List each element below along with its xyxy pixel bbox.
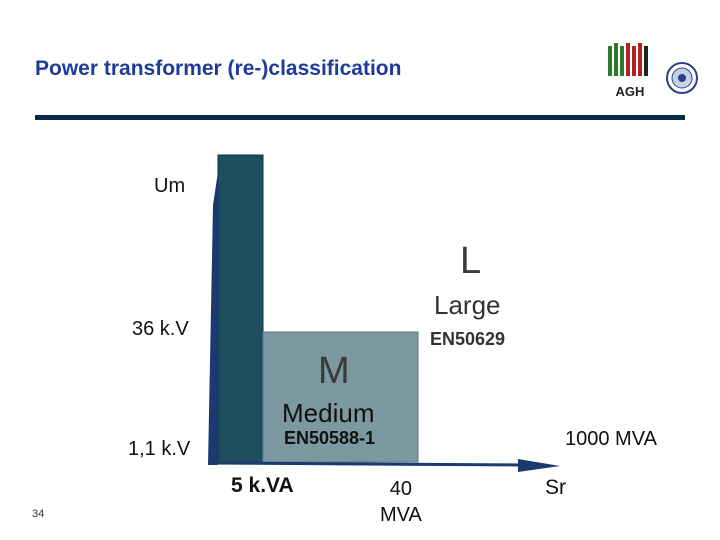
large-region-name: Large — [434, 290, 501, 320]
medium-region-letter: M — [318, 350, 350, 392]
agh-logo-text: AGH — [616, 84, 645, 99]
medium-region — [262, 331, 419, 463]
x-tick-5kva: 5 k.VA — [231, 474, 294, 497]
medium-region-name: Medium — [282, 398, 375, 428]
slide-title: Power transformer (re-)classification — [35, 57, 402, 80]
x-axis-label: Sr — [545, 476, 566, 499]
page-number: 34 — [32, 508, 45, 520]
y-tick-36kv: 36 k.V — [132, 318, 189, 340]
university-logos: AGH — [608, 43, 698, 99]
y-tick-1-1kv: 1,1 k.V — [128, 438, 191, 460]
x-axis-line — [207, 461, 521, 467]
x-axis-arrowhead — [518, 459, 560, 472]
large-region-standard: EN50629 — [430, 329, 506, 349]
x-tick-40mva: 40 MVA — [380, 476, 422, 528]
agh-logo-icon: AGH — [608, 43, 648, 99]
x-tick-1000mva: 1000 MVA — [565, 428, 657, 450]
seal-icon — [666, 62, 698, 94]
medium-region-standard: EN50588-1 — [284, 428, 376, 448]
x-tick-40mva-line1: 40 — [389, 478, 413, 500]
y-axis-label: Um — [154, 175, 186, 197]
title-rule — [35, 115, 685, 120]
large-region-letter: L — [460, 240, 482, 282]
x-tick-40mva-line2: MVA — [380, 504, 422, 526]
y-axis-arrow — [208, 165, 219, 465]
